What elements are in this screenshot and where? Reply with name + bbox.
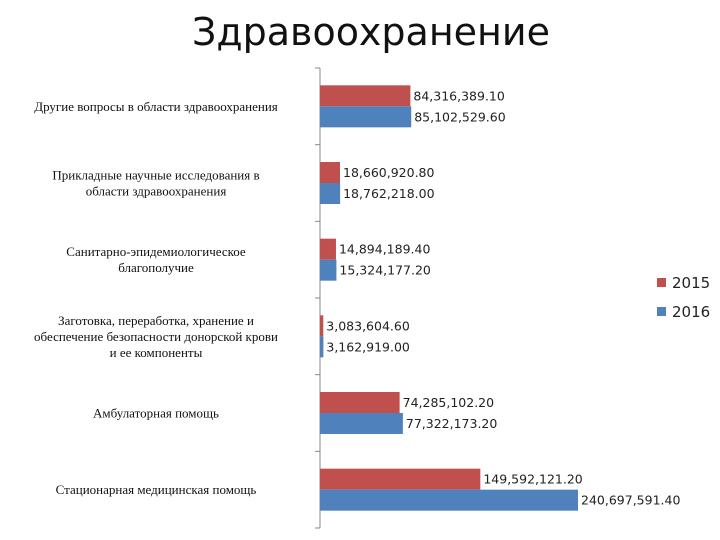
- data-label: 84,316,389.10: [413, 88, 504, 103]
- category-label: Амбулаторная помощь: [93, 406, 219, 421]
- category-label: Санитарно-эпидемиологическое благополучие: [66, 244, 246, 275]
- legend-swatch-2015: [657, 278, 666, 287]
- data-label: 18,660,920.80: [343, 165, 434, 180]
- bar-2016: [320, 259, 337, 281]
- bar-2016: [320, 106, 412, 128]
- bar-2016: [320, 336, 324, 358]
- bar-2015: [320, 238, 336, 260]
- data-label: 14,894,189.40: [339, 242, 430, 257]
- chart-title: Здравоохранение: [192, 10, 550, 54]
- bar-2015: [320, 85, 411, 107]
- bar-2015: [320, 162, 341, 183]
- legend-swatch-2016: [657, 307, 666, 316]
- category-label: Прикладные научные исследования в области…: [52, 168, 259, 199]
- category-label: Другие вопросы в области здравоохранения: [34, 99, 278, 114]
- data-label: 74,285,102.20: [403, 395, 494, 410]
- bar-2015: [320, 315, 324, 337]
- data-label: 3,162,919.00: [326, 339, 410, 354]
- data-label: 240,697,591.40: [581, 493, 680, 508]
- legend-label: 2015: [672, 274, 710, 292]
- bar-2015: [320, 468, 481, 490]
- category-label: Заготовка, переработка, хранение и обеспе…: [34, 313, 278, 360]
- data-label: 3,083,604.60: [326, 318, 410, 333]
- data-label: 15,324,177.20: [339, 263, 430, 278]
- data-label: 85,102,529.60: [414, 109, 505, 124]
- data-label: 149,592,121.20: [483, 472, 582, 487]
- bar-2015: [320, 392, 400, 413]
- data-label: 18,762,218.00: [343, 186, 434, 201]
- bar-2016: [320, 183, 341, 204]
- category-label: Стационарная медицинская помощь: [56, 482, 257, 497]
- bar-2016: [320, 489, 578, 511]
- bar-2016: [320, 413, 403, 434]
- data-label: 77,322,173.20: [406, 416, 497, 431]
- legend-label: 2016: [672, 303, 710, 321]
